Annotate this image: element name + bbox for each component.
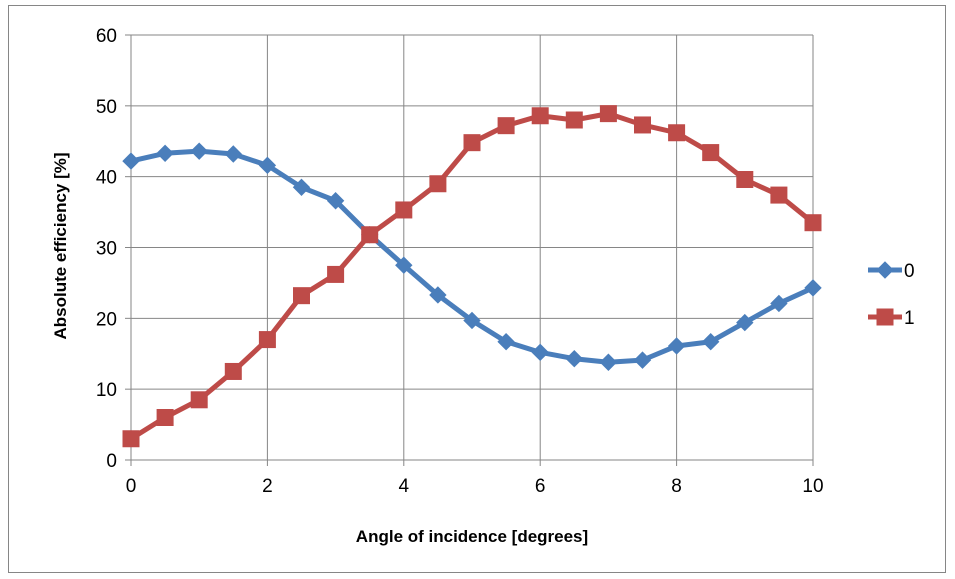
legend-label-1: 1 — [904, 308, 915, 329]
data-point-1 — [156, 409, 174, 426]
data-point-0 — [701, 333, 720, 351]
legend-item-0: 0 — [868, 261, 915, 282]
y-tick-label: 10 — [96, 380, 117, 401]
y-tick-label: 30 — [96, 239, 117, 260]
data-point-0 — [326, 192, 345, 210]
y-tick-label: 40 — [96, 168, 117, 189]
data-point-1 — [327, 265, 345, 283]
x-tick-label: 0 — [126, 476, 137, 497]
data-point-0 — [497, 333, 515, 351]
gridlines — [131, 34, 814, 460]
data-point-1 — [395, 201, 413, 219]
series-1 — [122, 105, 822, 448]
data-point-0 — [633, 351, 652, 369]
data-point-0 — [736, 313, 754, 332]
data-point-1 — [258, 331, 276, 349]
legend-marker-1 — [876, 308, 894, 326]
data-point-0 — [599, 353, 618, 371]
data-point-0 — [804, 279, 822, 297]
data-point-1 — [736, 171, 754, 188]
data-point-1 — [463, 134, 481, 152]
data-point-1 — [361, 226, 379, 244]
series-0 — [122, 142, 822, 371]
x-tick-label: 10 — [802, 476, 823, 497]
data-point-0 — [395, 256, 413, 274]
data-point-1 — [497, 117, 515, 135]
x-axis-title: Angle of incidence [degrees] — [356, 527, 588, 546]
data-point-0 — [190, 142, 208, 160]
y-tick-label: 0 — [106, 451, 117, 472]
data-point-0 — [667, 337, 686, 355]
data-series — [122, 105, 822, 448]
axes — [125, 34, 814, 466]
legend: 01 — [868, 261, 915, 329]
legend-item-1: 1 — [868, 308, 915, 329]
chart-frame — [8, 5, 946, 573]
data-point-1 — [804, 214, 822, 232]
data-point-1 — [770, 186, 788, 204]
data-point-1 — [122, 430, 140, 448]
data-point-0 — [122, 152, 140, 170]
series-line-0 — [130, 148, 815, 365]
data-point-0 — [258, 156, 277, 175]
data-point-1 — [224, 362, 242, 380]
data-point-1 — [531, 107, 549, 125]
data-point-0 — [292, 178, 311, 196]
data-point-0 — [463, 311, 481, 330]
data-point-1 — [702, 144, 720, 162]
data-point-0 — [429, 286, 447, 304]
y-axis-title: Absolute efficiency [%] — [51, 152, 70, 339]
y-tick-label: 20 — [96, 309, 117, 330]
data-point-0 — [770, 294, 788, 313]
x-tick-label: 4 — [399, 476, 410, 497]
y-tick-label: 50 — [96, 97, 117, 118]
data-point-1 — [293, 287, 310, 305]
data-point-0 — [565, 350, 584, 368]
x-tick-label: 6 — [535, 476, 546, 497]
data-point-0 — [531, 343, 549, 362]
data-point-0 — [224, 145, 243, 163]
legend-marker-0 — [876, 261, 894, 279]
data-point-1 — [599, 105, 617, 123]
y-tick-label: 60 — [96, 26, 117, 47]
data-point-1 — [634, 116, 651, 134]
x-tick-label: 2 — [262, 476, 273, 497]
legend-label-0: 0 — [904, 261, 915, 282]
x-tick-label: 8 — [671, 476, 682, 497]
data-point-1 — [565, 111, 583, 129]
data-point-1 — [668, 124, 686, 142]
data-point-1 — [190, 391, 208, 409]
data-point-1 — [429, 175, 447, 193]
tick-labels: 0 10 20 30 40 50 60 0 2 4 6 8 10 — [96, 26, 824, 497]
data-point-0 — [156, 144, 174, 162]
